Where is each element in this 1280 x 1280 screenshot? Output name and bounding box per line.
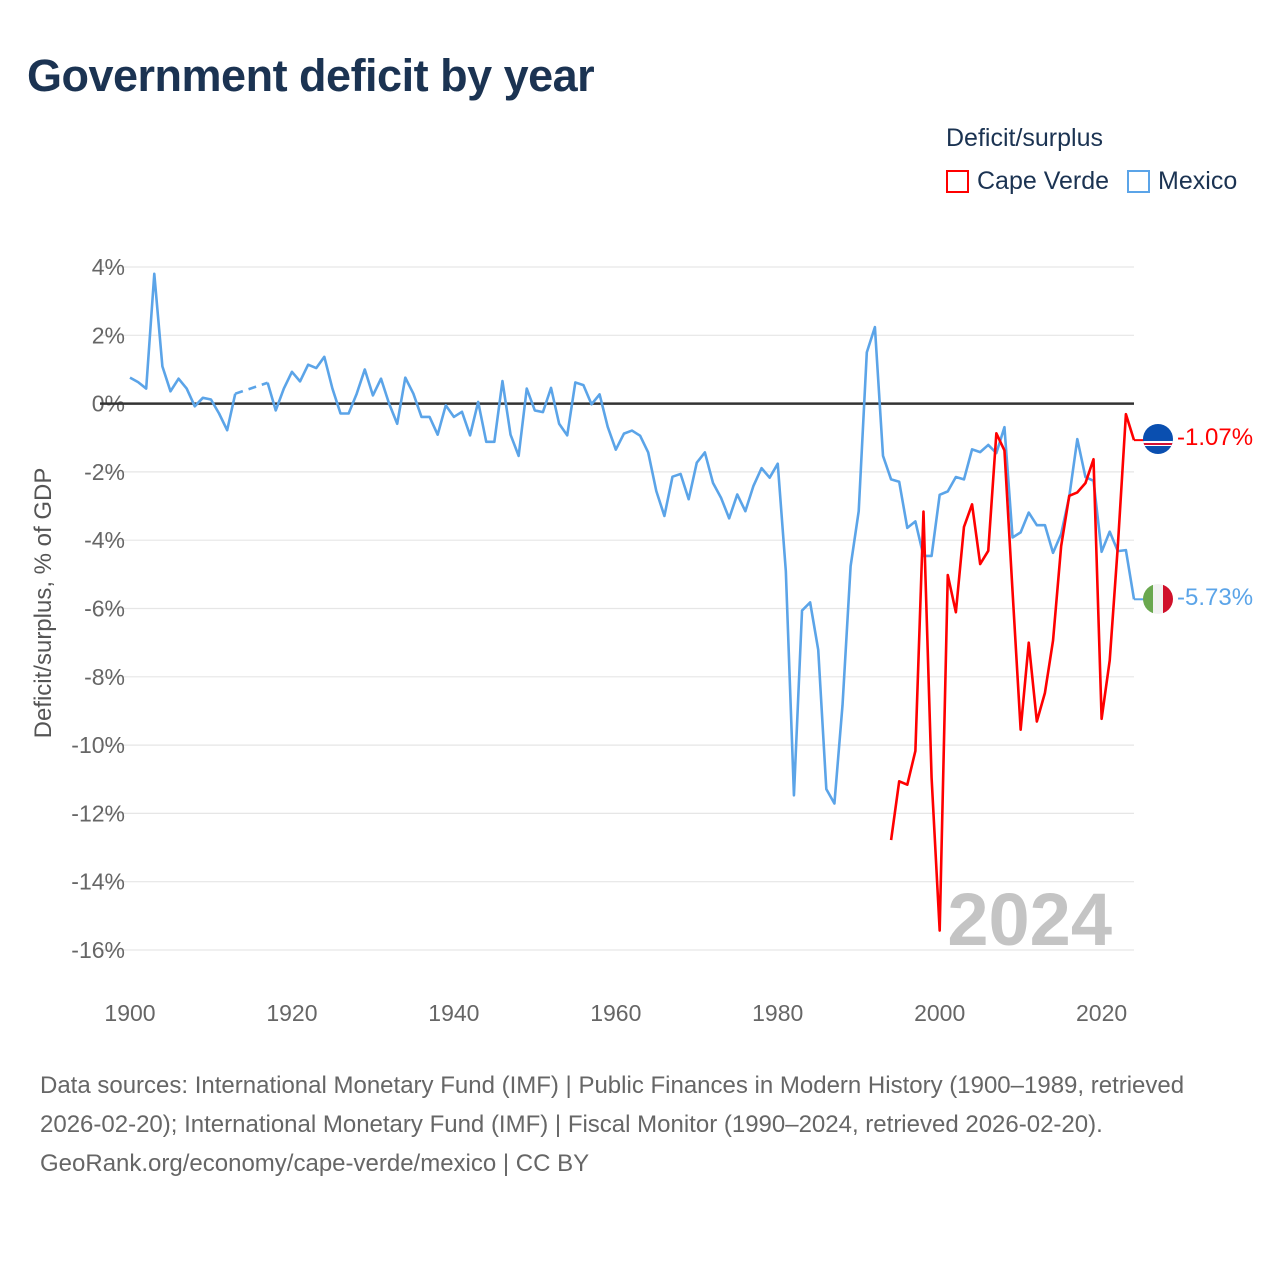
series-line xyxy=(889,412,1136,932)
legend-item-mexico[interactable]: Mexico xyxy=(1127,167,1237,196)
data-sources: Data sources: International Monetary Fun… xyxy=(40,1072,1185,1138)
end-label-mexico: -5.73% xyxy=(1177,584,1254,611)
credit-link[interactable]: GeoRank.org/economy/cape-verde/mexico | … xyxy=(40,1150,590,1177)
series-mexico xyxy=(129,272,1144,805)
x-tick-label: 1940 xyxy=(428,1000,479,1026)
series-lines xyxy=(100,272,1144,932)
legend-label: Mexico xyxy=(1158,167,1238,195)
legend: Deficit/surplus Cape Verde Mexico xyxy=(946,124,1237,196)
y-tick-label: -6% xyxy=(84,596,125,622)
year-watermark: 2024 xyxy=(947,878,1112,961)
y-axis-label: Deficit/surplus, % of GDP xyxy=(30,468,57,739)
legend-item-cape-verde[interactable]: Cape Verde xyxy=(946,167,1109,196)
x-tick-label: 1900 xyxy=(104,1000,155,1026)
y-axis-ticks: 4%2%0%-2%-4%-6%-8%-10%-12%-14%-16% xyxy=(71,254,125,963)
footer: Data sources: International Monetary Fun… xyxy=(40,1066,1240,1183)
end-label-cape-verde: -1.07% xyxy=(1177,424,1254,451)
x-tick-label: 1980 xyxy=(752,1000,803,1026)
y-tick-label: -2% xyxy=(84,459,125,485)
y-tick-label: -12% xyxy=(71,800,125,826)
y-tick-label: -8% xyxy=(84,664,125,690)
line-chart: 4%2%0%-2%-4%-6%-8%-10%-12%-14%-16% 1900 1… xyxy=(30,254,1144,1026)
y-tick-label: 4% xyxy=(92,254,125,280)
series-cape-verde xyxy=(889,412,1144,932)
series-line xyxy=(266,325,1136,805)
mexico-flag-icon xyxy=(1143,584,1173,614)
legend-title: Deficit/surplus xyxy=(946,124,1103,152)
x-tick-label: 2000 xyxy=(914,1000,965,1026)
grid xyxy=(100,266,1134,951)
y-tick-label: -10% xyxy=(71,732,125,758)
series-gap-line xyxy=(234,381,269,395)
legend-label: Cape Verde xyxy=(977,167,1110,195)
legend-swatch-mexico xyxy=(1127,170,1151,193)
series-line xyxy=(129,272,237,432)
y-tick-label: -4% xyxy=(84,527,125,553)
y-tick-label: 2% xyxy=(92,322,125,348)
y-tick-label: -14% xyxy=(71,869,125,895)
legend-swatch-cape-verde xyxy=(946,170,969,193)
y-tick-label: -16% xyxy=(71,937,125,963)
chart-title: Government deficit by year xyxy=(27,50,595,101)
x-tick-label: 2020 xyxy=(1076,1000,1127,1026)
x-tick-label: 1920 xyxy=(266,1000,317,1026)
x-axis-ticks: 1900 1920 1940 1960 1980 2000 2020 xyxy=(104,1000,1127,1026)
x-tick-label: 1960 xyxy=(590,1000,641,1026)
cape-verde-flag-icon xyxy=(1143,424,1173,454)
